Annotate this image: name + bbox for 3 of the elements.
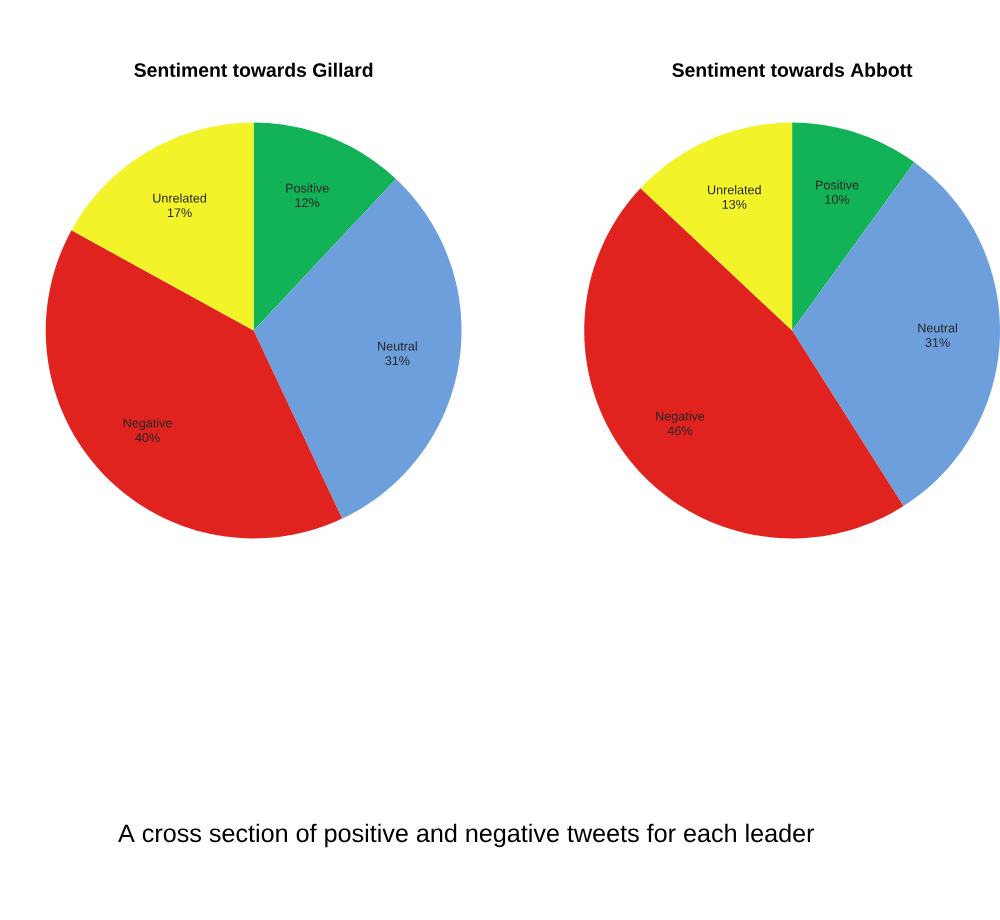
text: A cross section of positive and negative tweets for each leader <box>118 823 815 847</box>
chart-title: Sentiment towards Gillard <box>134 62 373 77</box>
chart-title: Sentiment towards Abbott <box>672 62 913 77</box>
